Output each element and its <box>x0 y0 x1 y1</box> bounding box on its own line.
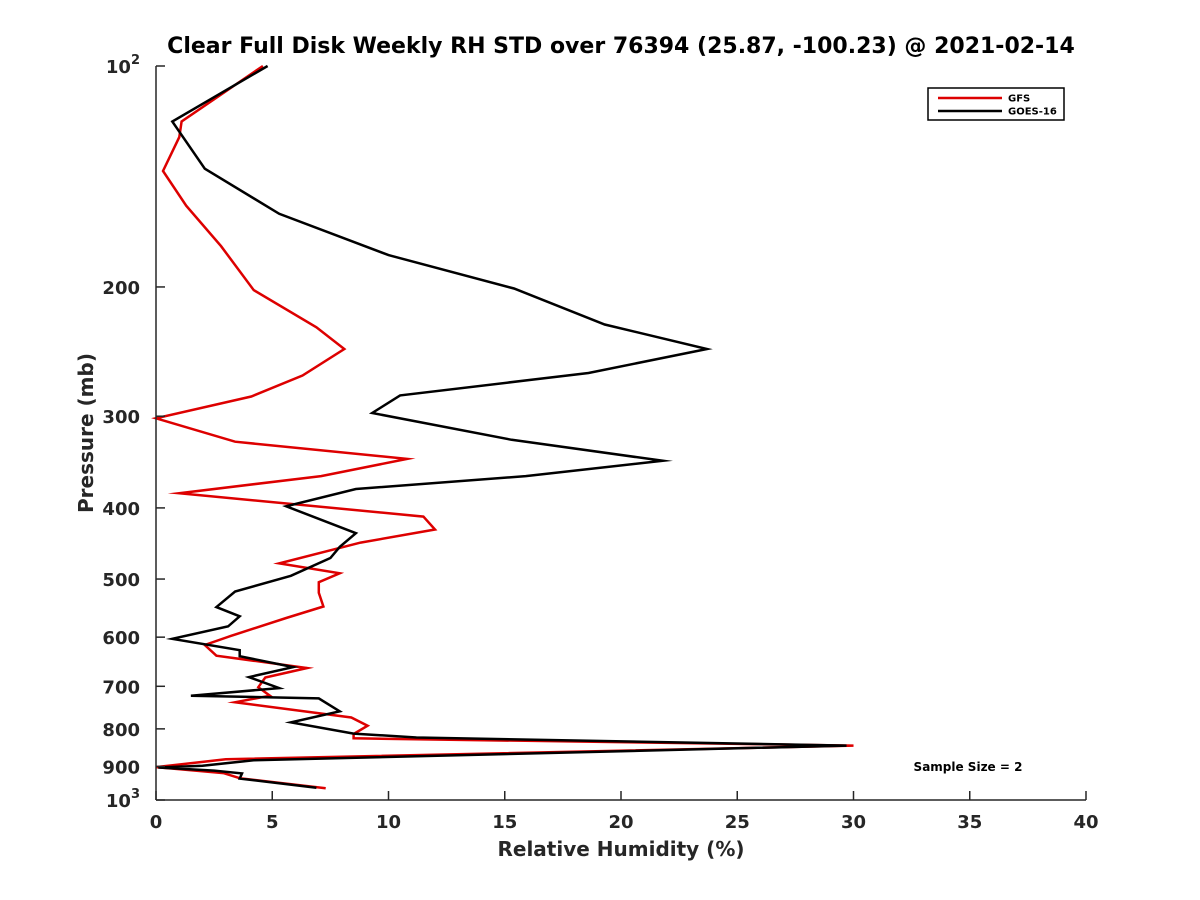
y-tick-label-text: 900 <box>102 757 140 778</box>
y-tick-label: 700 <box>102 677 140 698</box>
x-tick-label: 30 <box>841 812 866 833</box>
y-tick-label: 400 <box>102 499 140 520</box>
y-tick-label-text: 600 <box>102 628 140 649</box>
y-tick-label-text: 300 <box>102 407 140 428</box>
plot-area: 0 5 10 15 20 25 30 35 40102200300400500600700800… <box>102 53 1098 833</box>
x-tick-label: 20 <box>608 812 633 833</box>
y-tick-label-text: 400 <box>102 499 140 520</box>
legend-box <box>927 87 1065 121</box>
x-tick-label: 0 <box>150 812 163 833</box>
y-tick-label-exponent: 3 <box>131 787 140 802</box>
y-tick-label: 800 <box>102 720 140 741</box>
y-tick-label-text: 800 <box>102 720 140 741</box>
series-line-goes-16 <box>158 64 847 789</box>
x-tick-label: 35 <box>957 812 982 833</box>
y-tick-label: 300 <box>102 407 140 428</box>
legend-label-gfs: GFS <box>1008 94 1030 105</box>
y-tick-label-text: 500 <box>102 570 140 591</box>
y-tick-label: 102 <box>106 53 140 78</box>
axes-layer: 0 5 10 15 20 25 30 35 40102200300400500600700800… <box>102 53 1098 833</box>
y-tick-label-text: 200 <box>102 278 140 299</box>
y-tick-label: 200 <box>102 278 140 299</box>
x-tick-label: 40 <box>1073 812 1098 833</box>
y-tick-label-exponent: 2 <box>131 53 140 68</box>
legend-label-goes-16: GOES-16 <box>1008 107 1057 118</box>
series-layer <box>151 64 854 790</box>
x-tick-label: 5 <box>266 812 279 833</box>
series-line-gfs <box>151 64 854 790</box>
y-tick-label: 600 <box>102 628 140 649</box>
x-tick-label: 10 <box>376 812 401 833</box>
legend: GFS GOES-16 <box>927 87 1065 121</box>
y-tick-label-text: 700 <box>102 677 140 698</box>
y-tick-label: 900 <box>102 757 140 778</box>
sample-size-annotation: Sample Size = 2 <box>914 760 1023 774</box>
y-tick-label-text: 10 <box>106 57 131 78</box>
x-axis-label: Relative Humidity (%) <box>497 837 744 861</box>
x-tick-label: 25 <box>725 812 750 833</box>
y-tick-label-text: 10 <box>106 791 131 812</box>
y-axis-label: Pressure (mb) <box>74 353 98 513</box>
chart-title: Clear Full Disk Weekly RH STD over 76394… <box>167 34 1075 59</box>
y-tick-label: 103 <box>106 787 140 812</box>
x-tick-label: 15 <box>492 812 517 833</box>
y-tick-label: 500 <box>102 570 140 591</box>
